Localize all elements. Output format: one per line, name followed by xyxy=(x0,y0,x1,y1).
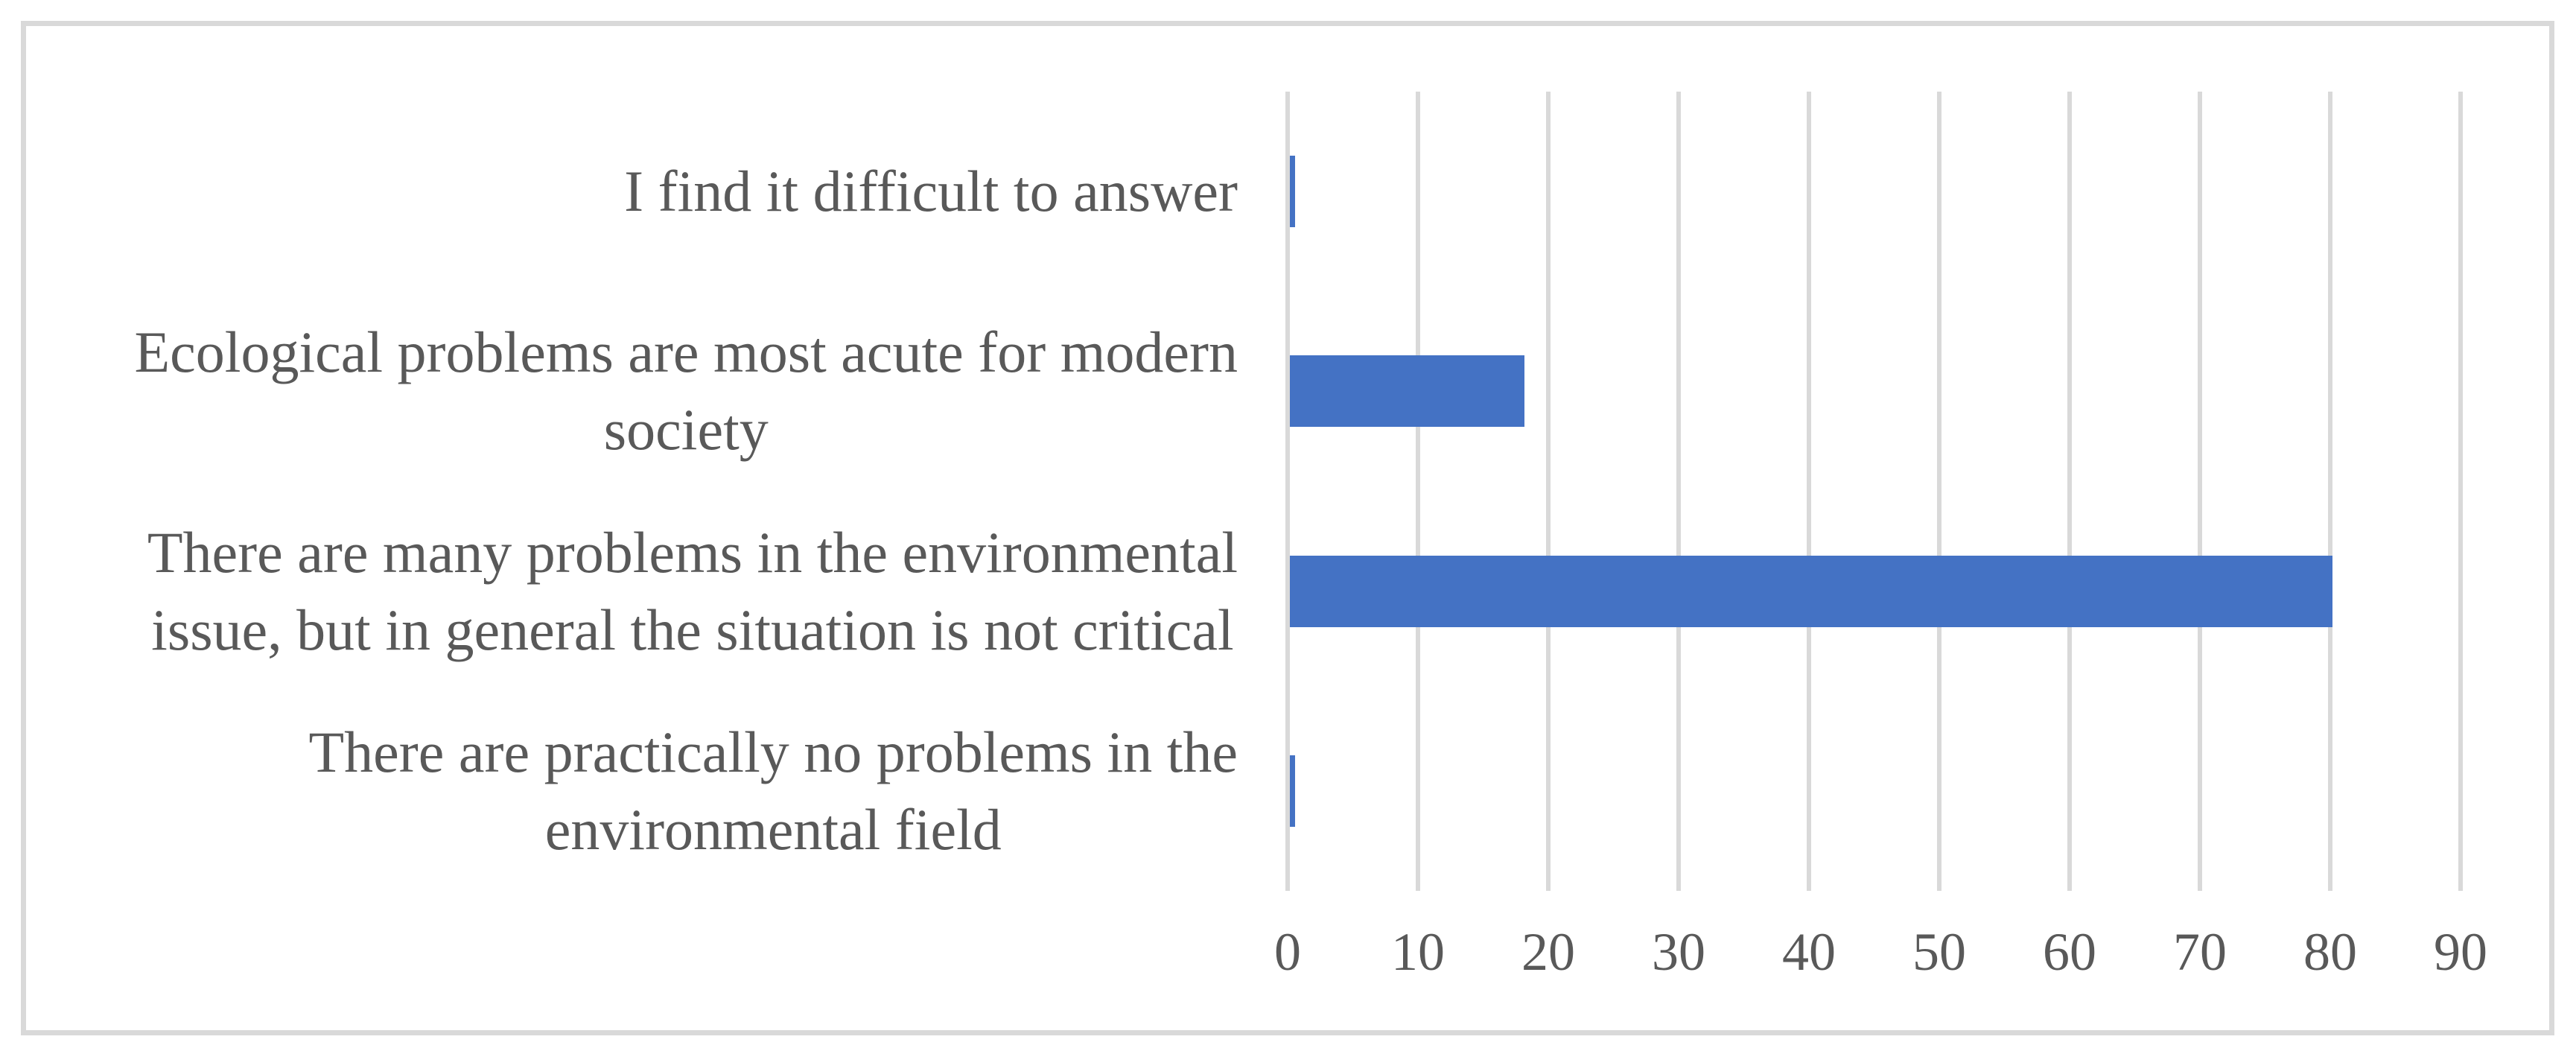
gridline xyxy=(1676,92,1681,891)
category-label-line: Ecological problems are most acute for m… xyxy=(134,320,1238,385)
category-label: Ecological problems are most acute for m… xyxy=(135,314,1238,469)
x-tick-label: 10 xyxy=(1391,922,1445,982)
category-label-line: There are many problems in the environme… xyxy=(147,519,1238,585)
bar xyxy=(1290,156,1295,228)
gridline xyxy=(2458,92,2463,891)
x-tick-label: 70 xyxy=(2173,922,2227,982)
bar xyxy=(1290,355,1524,428)
category-label-line: issue, but in general the situation is n… xyxy=(151,597,1234,662)
gridline xyxy=(1937,92,1941,891)
x-tick-label: 20 xyxy=(1521,922,1575,982)
x-tick-label: 30 xyxy=(1652,922,1705,982)
bar xyxy=(1290,755,1295,827)
gridline xyxy=(1546,92,1551,891)
gridline xyxy=(2067,92,2072,891)
category-label-line: environmental field xyxy=(544,796,1002,862)
x-tick-label: 40 xyxy=(1782,922,1836,982)
x-tick-label: 90 xyxy=(2434,922,2487,982)
plot-area xyxy=(1285,92,2463,891)
x-tick-label: 80 xyxy=(2303,922,2357,982)
category-label: I find it difficult to answer xyxy=(624,153,1238,230)
x-tick-label: 60 xyxy=(2043,922,2096,982)
gridline xyxy=(2198,92,2202,891)
category-label-line: society xyxy=(603,397,769,463)
gridline xyxy=(1807,92,1811,891)
gridline xyxy=(1416,92,1420,891)
category-label-line: There are practically no problems in the xyxy=(308,719,1238,784)
x-tick-label: 0 xyxy=(1274,922,1301,982)
gridline xyxy=(1285,92,1290,891)
bar xyxy=(1290,555,2332,627)
category-label: There are many problems in the environme… xyxy=(147,514,1238,669)
gridline xyxy=(2328,92,2332,891)
category-label: There are practically no problems in the… xyxy=(309,714,1238,869)
category-label-line: I find it difficult to answer xyxy=(624,159,1238,224)
x-tick-label: 50 xyxy=(1912,922,1966,982)
